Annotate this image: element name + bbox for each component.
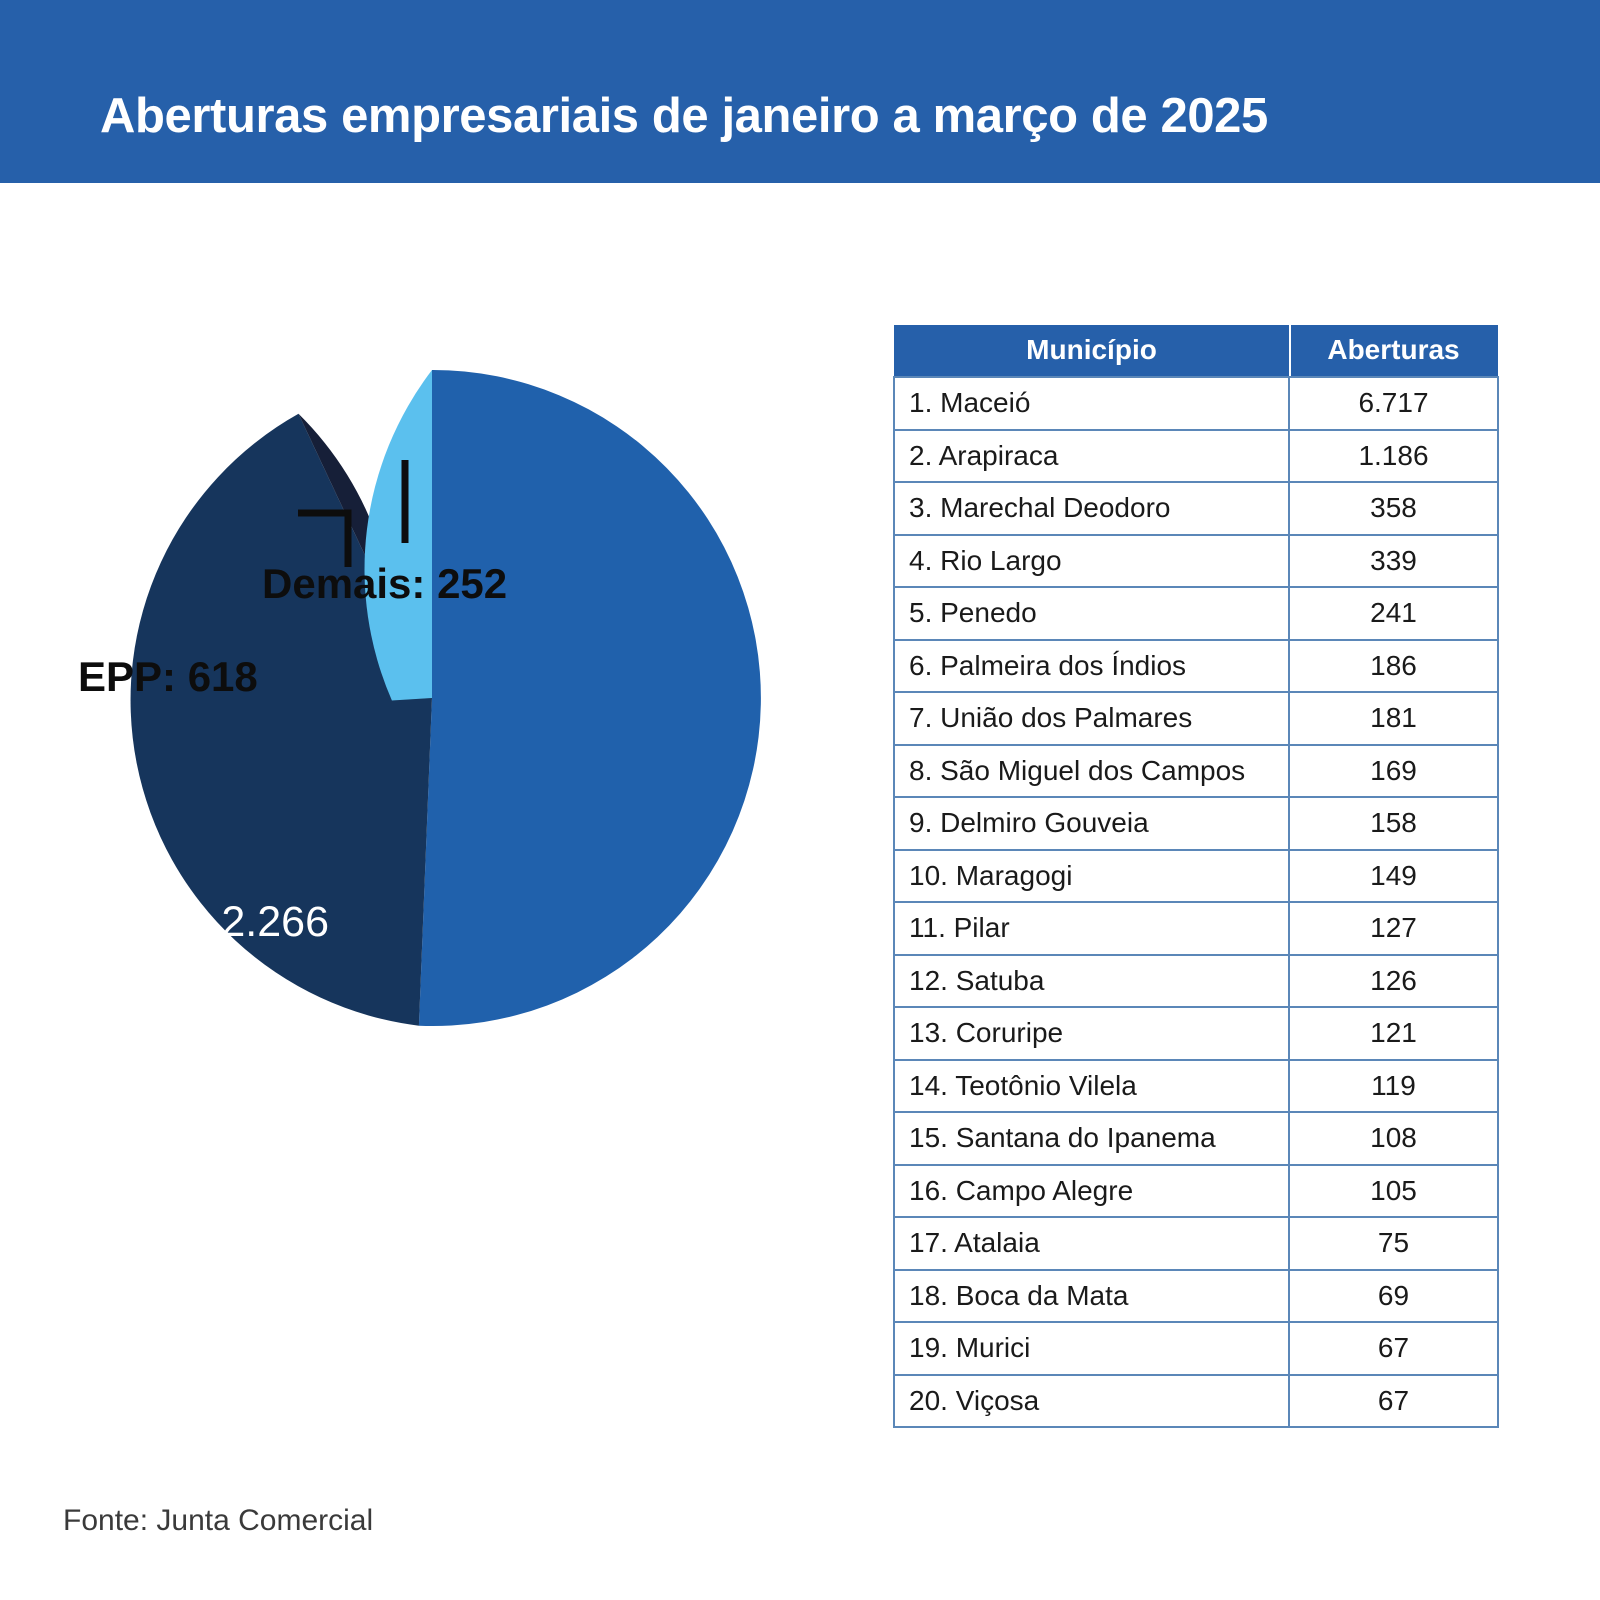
- table-row: 6. Palmeira dos Índios 186: [893, 638, 1499, 693]
- leader-line-epp: [298, 509, 352, 567]
- cell-aberturas: 181: [1288, 691, 1499, 746]
- column-header-aberturas: Aberturas: [1289, 325, 1498, 377]
- cell-municipio: 7. União dos Palmares: [893, 691, 1290, 746]
- pie-slice-demais: [364, 370, 432, 701]
- table-row: 5. Penedo 241: [893, 586, 1499, 641]
- table-header-row: Município Aberturas: [894, 325, 1498, 377]
- table-row: 12. Satuba 126: [893, 953, 1499, 1008]
- cell-municipio: 10. Maragogi: [893, 848, 1290, 903]
- table-body: 1. Maceió 6.717 2. Arapiraca 1.186 3. Marech…: [893, 376, 1499, 1428]
- cell-municipio: 8. São Miguel dos Campos: [893, 743, 1290, 798]
- table-header: Município Aberturas: [894, 325, 1498, 377]
- table-row: 2. Arapiraca 1.186: [893, 428, 1499, 483]
- cell-municipio: 5. Penedo: [893, 586, 1290, 641]
- cell-aberturas: 121: [1288, 1006, 1499, 1061]
- cell-aberturas: 108: [1288, 1111, 1499, 1166]
- cell-aberturas: 1.186: [1288, 428, 1499, 483]
- table-row: 19. Murici 67: [893, 1321, 1499, 1376]
- table-row: 11. Pilar 127: [893, 901, 1499, 956]
- cell-municipio: 6. Palmeira dos Índios: [893, 638, 1290, 693]
- cell-municipio: 13. Coruripe: [893, 1006, 1290, 1061]
- table-row: 17. Atalaia 75: [893, 1216, 1499, 1271]
- cell-municipio: 4. Rio Largo: [893, 533, 1290, 588]
- pie-slice-me: [130, 413, 432, 1026]
- cell-municipio: 12. Satuba: [893, 953, 1290, 1008]
- cell-aberturas: 67: [1288, 1321, 1499, 1376]
- cell-aberturas: 69: [1288, 1268, 1499, 1323]
- table-row: 14. Teotônio Vilela 119: [893, 1058, 1499, 1113]
- cell-municipio: 11. Pilar: [893, 901, 1290, 956]
- cell-aberturas: 105: [1288, 1163, 1499, 1218]
- pie-chart-area: Demais: 252 EPP: 618 ME: 2.266 MEI: 9.75…: [0, 183, 870, 1403]
- pie-label-demais: Demais: 252: [262, 560, 508, 607]
- cell-municipio: 16. Campo Alegre: [893, 1163, 1290, 1218]
- table-row: 1. Maceió 6.717: [893, 376, 1499, 431]
- cell-municipio: 18. Boca da Mata: [893, 1268, 1290, 1323]
- cell-municipio: 15. Santana do Ipanema: [893, 1111, 1290, 1166]
- table-row: 7. União dos Palmares 181: [893, 691, 1499, 746]
- cell-municipio: 20. Viçosa: [893, 1373, 1290, 1428]
- table-row: 8. São Miguel dos Campos 169: [893, 743, 1499, 798]
- cell-aberturas: 75: [1288, 1216, 1499, 1271]
- cell-municipio: 1. Maceió: [893, 376, 1290, 431]
- table-row: 9. Delmiro Gouveia 158: [893, 796, 1499, 851]
- cell-municipio: 3. Marechal Deodoro: [893, 481, 1290, 536]
- table-row: 16. Campo Alegre 105: [893, 1163, 1499, 1218]
- cell-aberturas: 6.717: [1288, 376, 1499, 431]
- cell-municipio: 9. Delmiro Gouveia: [893, 796, 1290, 851]
- table-row: 13. Coruripe 121: [893, 1006, 1499, 1061]
- cell-aberturas: 339: [1288, 533, 1499, 588]
- pie-slice-mei: [418, 369, 761, 1026]
- cell-aberturas: 127: [1288, 901, 1499, 956]
- cell-aberturas: 358: [1288, 481, 1499, 536]
- ranking-table: Município Aberturas 1. Maceió 6.717 2. Ara…: [893, 325, 1499, 1428]
- cell-aberturas: 169: [1288, 743, 1499, 798]
- table-row: 3. Marechal Deodoro 358: [893, 481, 1499, 536]
- table-row: 18. Boca da Mata 69: [893, 1268, 1499, 1323]
- pie-label-me: ME: 2.266: [133, 898, 329, 946]
- cell-municipio: 17. Atalaia: [893, 1216, 1290, 1271]
- cell-aberturas: 241: [1288, 586, 1499, 641]
- cell-aberturas: 186: [1288, 638, 1499, 693]
- cell-aberturas: 158: [1288, 796, 1499, 851]
- cell-aberturas: 67: [1288, 1373, 1499, 1428]
- cell-aberturas: 126: [1288, 953, 1499, 1008]
- pie-chart-svg: [130, 369, 761, 1026]
- ranking-table-wrapper: Município Aberturas 1. Maceió 6.717 2. Ara…: [893, 325, 1499, 1428]
- pie-label-epp: EPP: 618: [78, 653, 258, 700]
- cell-municipio: 2. Arapiraca: [893, 428, 1290, 483]
- column-header-municipio: Município: [894, 325, 1289, 377]
- table-row: 15. Santana do Ipanema 108: [893, 1111, 1499, 1166]
- cell-aberturas: 149: [1288, 848, 1499, 903]
- header-banner: Aberturas empresariais de janeiro a març…: [0, 0, 1600, 183]
- cell-aberturas: 119: [1288, 1058, 1499, 1113]
- pie-label-mei: MEI: 9.751: [386, 1073, 594, 1121]
- source-note: Fonte: Junta Comercial: [63, 1504, 374, 1537]
- table-row: 4. Rio Largo 339: [893, 533, 1499, 588]
- table-row: 10. Maragogi 149: [893, 848, 1499, 903]
- page-title: Aberturas empresariais de janeiro a març…: [100, 89, 1268, 143]
- pie-leader-lines: [298, 460, 409, 567]
- table-row: 20. Viçosa 67: [893, 1373, 1499, 1428]
- cell-municipio: 14. Teotônio Vilela: [893, 1058, 1290, 1113]
- cell-municipio: 19. Murici: [893, 1321, 1290, 1376]
